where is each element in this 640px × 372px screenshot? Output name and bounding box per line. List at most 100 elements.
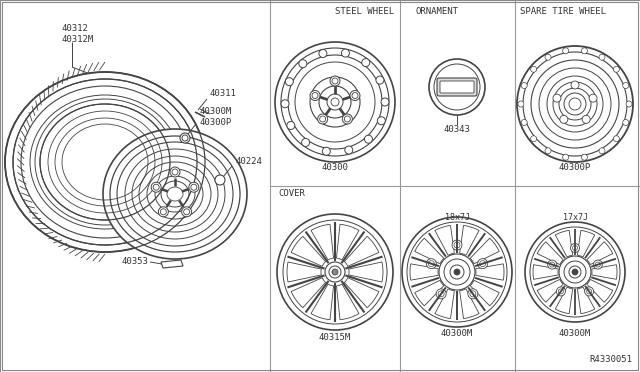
Circle shape bbox=[426, 259, 436, 269]
Circle shape bbox=[584, 287, 594, 296]
Wedge shape bbox=[592, 265, 617, 279]
Text: 40315M: 40315M bbox=[319, 333, 351, 341]
Wedge shape bbox=[533, 265, 558, 279]
Circle shape bbox=[215, 175, 225, 185]
Wedge shape bbox=[344, 236, 379, 266]
Circle shape bbox=[531, 66, 536, 72]
Circle shape bbox=[571, 81, 579, 89]
Circle shape bbox=[352, 93, 358, 99]
Circle shape bbox=[378, 117, 385, 125]
Wedge shape bbox=[311, 284, 333, 320]
Circle shape bbox=[158, 207, 168, 217]
Wedge shape bbox=[470, 280, 499, 306]
Wedge shape bbox=[476, 264, 504, 280]
Wedge shape bbox=[415, 238, 444, 264]
Wedge shape bbox=[311, 224, 333, 260]
FancyBboxPatch shape bbox=[437, 78, 477, 96]
Circle shape bbox=[545, 54, 551, 60]
Ellipse shape bbox=[41, 105, 169, 219]
Circle shape bbox=[161, 209, 166, 215]
Circle shape bbox=[593, 260, 602, 269]
Circle shape bbox=[599, 148, 605, 154]
Text: 17x7J: 17x7J bbox=[563, 212, 588, 221]
Circle shape bbox=[191, 184, 197, 190]
Wedge shape bbox=[287, 262, 321, 282]
Wedge shape bbox=[435, 225, 454, 255]
Circle shape bbox=[170, 167, 180, 177]
Circle shape bbox=[182, 207, 191, 217]
Circle shape bbox=[153, 184, 159, 190]
Circle shape bbox=[332, 269, 338, 275]
Text: COVER: COVER bbox=[278, 189, 305, 199]
Wedge shape bbox=[537, 279, 563, 302]
Circle shape bbox=[151, 182, 161, 192]
Circle shape bbox=[454, 242, 460, 248]
Wedge shape bbox=[460, 289, 479, 318]
Wedge shape bbox=[410, 264, 438, 280]
Circle shape bbox=[470, 291, 476, 297]
Wedge shape bbox=[337, 224, 359, 260]
Circle shape bbox=[319, 49, 327, 58]
Wedge shape bbox=[470, 238, 499, 264]
Circle shape bbox=[595, 262, 600, 267]
Text: 40311: 40311 bbox=[210, 90, 237, 99]
Circle shape bbox=[376, 76, 384, 84]
Circle shape bbox=[312, 93, 318, 99]
Text: ORNAMENT: ORNAMENT bbox=[415, 7, 458, 16]
Circle shape bbox=[477, 259, 488, 269]
Wedge shape bbox=[415, 280, 444, 306]
Circle shape bbox=[452, 240, 462, 250]
Circle shape bbox=[189, 182, 199, 192]
Circle shape bbox=[613, 66, 620, 72]
Circle shape bbox=[182, 135, 188, 141]
Circle shape bbox=[599, 54, 605, 60]
Circle shape bbox=[332, 78, 338, 84]
Circle shape bbox=[563, 48, 568, 54]
Circle shape bbox=[436, 289, 446, 299]
Text: 40300P: 40300P bbox=[559, 164, 591, 173]
Circle shape bbox=[342, 114, 353, 124]
Circle shape bbox=[285, 78, 293, 86]
Circle shape bbox=[623, 83, 628, 89]
Circle shape bbox=[468, 289, 478, 299]
Circle shape bbox=[589, 94, 597, 102]
Circle shape bbox=[553, 94, 561, 102]
FancyBboxPatch shape bbox=[440, 81, 474, 93]
Circle shape bbox=[172, 169, 178, 175]
Circle shape bbox=[521, 119, 527, 125]
Circle shape bbox=[428, 261, 435, 267]
Circle shape bbox=[454, 269, 460, 275]
Circle shape bbox=[317, 114, 328, 124]
Circle shape bbox=[287, 122, 295, 129]
Circle shape bbox=[626, 101, 632, 107]
Wedge shape bbox=[587, 279, 612, 302]
Text: STEEL WHEEL: STEEL WHEEL bbox=[335, 7, 394, 16]
Wedge shape bbox=[556, 287, 573, 314]
Wedge shape bbox=[460, 225, 479, 255]
Circle shape bbox=[563, 154, 568, 160]
Circle shape bbox=[323, 147, 330, 155]
Text: 40312
40312M: 40312 40312M bbox=[62, 24, 94, 44]
Circle shape bbox=[281, 100, 289, 108]
Circle shape bbox=[545, 148, 551, 154]
Text: 40300: 40300 bbox=[321, 164, 348, 173]
Circle shape bbox=[184, 209, 189, 215]
Circle shape bbox=[301, 138, 310, 147]
Text: 40224: 40224 bbox=[235, 157, 262, 167]
Circle shape bbox=[623, 119, 628, 125]
Circle shape bbox=[345, 146, 353, 154]
Circle shape bbox=[550, 262, 555, 267]
Circle shape bbox=[587, 289, 591, 294]
Circle shape bbox=[613, 136, 620, 142]
Circle shape bbox=[479, 261, 486, 267]
Circle shape bbox=[582, 115, 590, 124]
Circle shape bbox=[299, 60, 307, 68]
Circle shape bbox=[572, 269, 578, 275]
Circle shape bbox=[548, 260, 557, 269]
Text: 18x7J: 18x7J bbox=[445, 212, 470, 221]
Text: 40300M
40300P: 40300M 40300P bbox=[200, 107, 232, 127]
Text: 40353: 40353 bbox=[121, 257, 148, 266]
Wedge shape bbox=[587, 242, 612, 264]
Circle shape bbox=[581, 154, 588, 160]
Circle shape bbox=[581, 48, 588, 54]
